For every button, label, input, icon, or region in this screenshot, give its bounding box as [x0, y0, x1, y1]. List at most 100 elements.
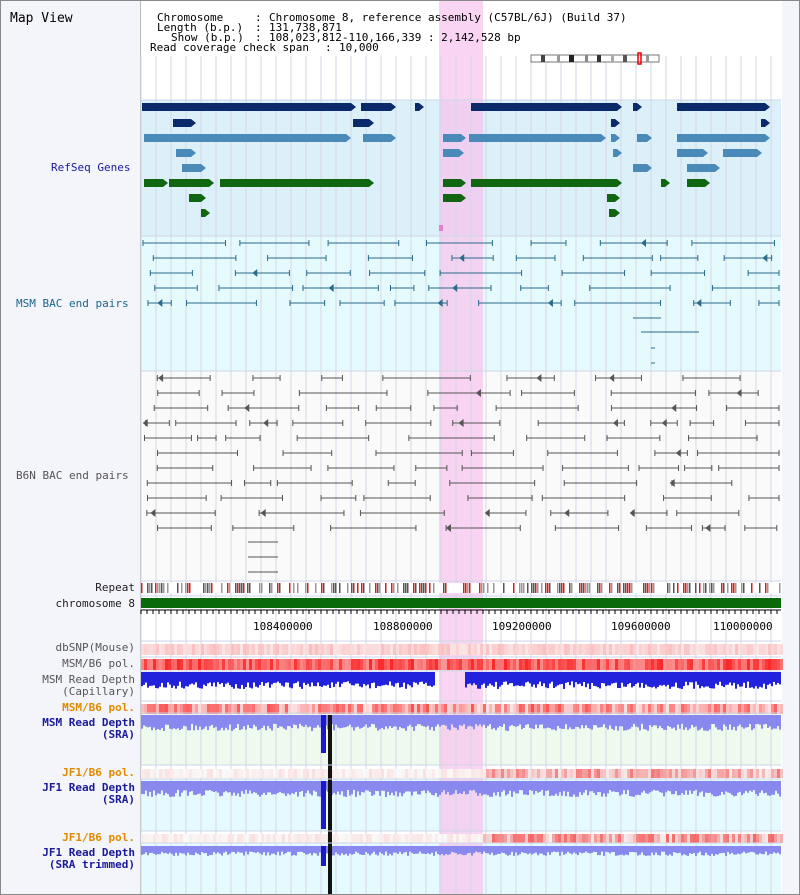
heat-cell	[708, 644, 711, 655]
depth-bar	[385, 672, 387, 685]
heat-cell	[459, 769, 462, 778]
heat-cell	[399, 704, 402, 714]
depth-bar	[617, 672, 619, 689]
heat-cell	[294, 659, 297, 670]
heat-cell	[225, 644, 228, 655]
depth-bar	[445, 715, 447, 726]
depth-bar	[177, 846, 179, 856]
heat-cell	[453, 704, 456, 714]
heat-cell	[624, 644, 627, 655]
heat-cell	[417, 644, 420, 655]
repeat-mark	[421, 583, 423, 593]
depth-bar	[283, 846, 285, 855]
depth-bar	[699, 781, 701, 793]
depth-bar	[177, 672, 179, 686]
heat-cell	[573, 659, 576, 670]
depth-bar	[367, 672, 369, 685]
depth-bar	[195, 781, 197, 795]
heat-cell	[501, 769, 504, 778]
heat-cell	[243, 659, 246, 670]
depth-bar	[273, 715, 275, 724]
heat-cell	[741, 659, 744, 670]
heat-cell	[681, 769, 684, 778]
depth-bar	[433, 672, 435, 686]
depth-bar	[253, 715, 255, 725]
depth-bar	[361, 781, 363, 792]
depth-bar	[375, 715, 377, 728]
depth-bar	[483, 715, 485, 725]
repeat-mark	[531, 583, 533, 593]
heat-cell	[375, 834, 378, 843]
heat-cell	[294, 834, 297, 843]
depth-bar	[241, 715, 243, 730]
heat-cell	[516, 834, 519, 843]
heat-cell	[690, 659, 693, 670]
depth-bar	[243, 672, 245, 689]
depth-bar	[291, 846, 293, 856]
axis-tick-label: 108400000	[253, 620, 313, 633]
heat-cell	[603, 769, 606, 778]
track-label-panel	[1, 1, 141, 894]
depth-bar	[443, 781, 445, 791]
depth-bar	[287, 846, 289, 852]
depth-bar	[405, 715, 407, 731]
gene-strand-arrow	[715, 164, 720, 172]
depth-bar	[503, 672, 505, 682]
heat-cell	[399, 659, 402, 670]
gene-exon	[353, 119, 369, 127]
depth-bar	[475, 672, 477, 685]
depth-bar	[255, 715, 257, 727]
heat-cell	[453, 644, 456, 655]
depth-bar	[697, 715, 699, 731]
gene-exon	[471, 103, 617, 111]
heat-cell	[216, 644, 219, 655]
depth-bar	[715, 672, 717, 684]
heat-cell	[474, 769, 477, 778]
heat-cell	[282, 659, 285, 670]
depth-bar	[405, 672, 407, 689]
depth-bar	[207, 846, 209, 856]
depth-bar	[589, 672, 591, 689]
heat-cell	[456, 644, 459, 655]
heat-cell	[507, 644, 510, 655]
gene-exon	[723, 149, 757, 157]
heat-cell	[735, 834, 738, 843]
heat-cell	[156, 769, 159, 778]
depth-bar	[597, 672, 599, 688]
heat-cell	[420, 704, 423, 714]
heat-cell	[528, 659, 531, 670]
depth-bar	[685, 672, 687, 682]
heat-cell	[726, 644, 729, 655]
depth-bar	[349, 781, 351, 796]
depth-bar	[341, 672, 343, 684]
depth-bar	[415, 781, 417, 792]
heat-cell	[681, 659, 684, 670]
heat-cell	[225, 659, 228, 670]
repeat-mark	[493, 583, 495, 593]
depth-bar	[745, 846, 747, 854]
depth-bar	[765, 715, 767, 724]
heat-cell	[762, 644, 765, 655]
depth-bar	[223, 715, 225, 731]
heat-cell	[186, 834, 189, 843]
depth-bar	[397, 781, 399, 797]
heat-cell	[438, 659, 441, 670]
depth-bar	[525, 846, 527, 854]
heat-cell	[204, 644, 207, 655]
heat-cell	[294, 704, 297, 714]
depth-bar	[659, 781, 661, 793]
depth-bar	[143, 846, 145, 855]
heat-cell	[519, 644, 522, 655]
depth-bar	[501, 846, 503, 853]
heat-cell	[516, 704, 519, 714]
repeat-mark	[393, 583, 395, 593]
heat-cell	[465, 644, 468, 655]
repeat-mark	[211, 583, 213, 593]
heat-cell	[753, 834, 756, 843]
depth-bar	[171, 715, 173, 730]
depth-bar	[517, 715, 519, 727]
depth-bar	[669, 672, 671, 689]
heat-cell	[297, 834, 300, 843]
repeat-mark	[413, 583, 415, 593]
